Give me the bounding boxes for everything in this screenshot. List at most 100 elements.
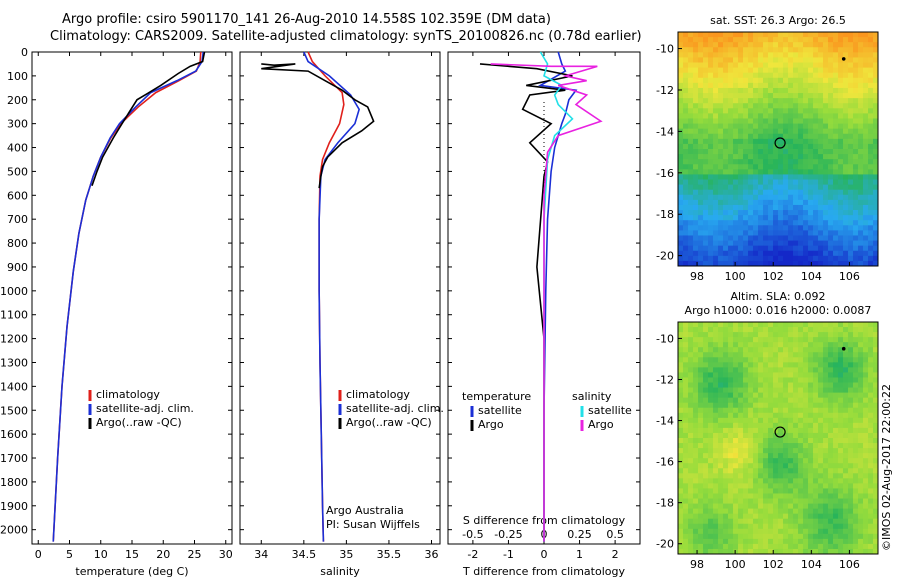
- map-cell: [808, 260, 814, 267]
- map-cell: [708, 72, 714, 79]
- map-cell: [743, 37, 749, 43]
- map-cell: [703, 260, 709, 267]
- map-cell: [828, 47, 834, 53]
- map-cell: [708, 82, 714, 89]
- map-cell: [853, 498, 859, 504]
- map-cell: [678, 113, 684, 119]
- map-cell: [773, 98, 779, 104]
- map-cell: [853, 154, 859, 160]
- map-cell: [843, 458, 849, 464]
- map-cell: [868, 453, 874, 459]
- map-cell: [688, 332, 694, 338]
- map-cell: [693, 362, 699, 368]
- map-cell: [733, 87, 739, 94]
- map-cell: [688, 194, 694, 201]
- map-cell: [678, 382, 684, 388]
- map-cell: [678, 488, 684, 494]
- map-cell: [833, 488, 839, 494]
- map-cell: [813, 468, 819, 474]
- map-cell: [843, 108, 849, 114]
- map-cell: [743, 377, 749, 383]
- difference-xtick-label: -2: [467, 548, 478, 561]
- map-cell: [728, 87, 734, 94]
- map-cell: [708, 113, 714, 119]
- map-cell: [678, 250, 684, 257]
- map-cell: [843, 417, 849, 424]
- map-cell: [748, 154, 754, 160]
- map-cell: [763, 483, 769, 489]
- map-cell: [868, 543, 874, 550]
- map-cell: [713, 199, 719, 206]
- map-cell: [718, 230, 724, 236]
- map-cell: [688, 468, 694, 474]
- map-cell: [703, 483, 709, 489]
- map-cell: [873, 42, 879, 48]
- map-cell: [783, 357, 789, 363]
- map-cell: [778, 518, 784, 525]
- map-cell: [723, 533, 729, 540]
- map-cell: [833, 443, 839, 449]
- map-cell: [808, 42, 814, 48]
- map-cell: [718, 225, 724, 231]
- map-cell: [723, 128, 729, 135]
- map-cell: [768, 448, 774, 454]
- map-cell: [773, 432, 779, 439]
- map-cell: [873, 508, 879, 515]
- map-cell: [798, 402, 804, 409]
- map-cell: [758, 498, 764, 504]
- map-cell: [863, 143, 869, 150]
- map-cell: [813, 448, 819, 454]
- map-cell: [763, 357, 769, 363]
- map-cell: [868, 67, 874, 74]
- map-cell: [783, 448, 789, 454]
- map-cell: [728, 513, 734, 520]
- map-cell: [728, 42, 734, 48]
- map-cell: [748, 327, 754, 333]
- map-cell: [768, 443, 774, 449]
- map-cell: [698, 332, 704, 338]
- map-cell: [708, 417, 714, 424]
- map-cell: [718, 118, 724, 124]
- map-cell: [763, 332, 769, 338]
- map-cell: [733, 225, 739, 231]
- map-cell: [688, 342, 694, 348]
- map-cell: [803, 387, 809, 394]
- map-cell: [708, 123, 714, 130]
- map-cell: [813, 260, 819, 267]
- map-cell: [748, 362, 754, 368]
- map-cell: [773, 397, 779, 404]
- map-cell: [778, 174, 784, 180]
- map-cell: [688, 543, 694, 550]
- map-cell: [843, 513, 849, 520]
- map-cell: [858, 72, 864, 79]
- map-cell: [868, 382, 874, 388]
- map-cell: [863, 118, 869, 124]
- map-cell: [683, 543, 689, 550]
- map-cell: [778, 204, 784, 211]
- map-cell: [678, 548, 684, 555]
- map-cell: [748, 143, 754, 150]
- map-cell: [698, 322, 704, 328]
- map-cell: [863, 174, 869, 180]
- map-cell: [758, 337, 764, 343]
- map-cell: [783, 72, 789, 79]
- map-cell: [868, 108, 874, 114]
- map-cell: [863, 52, 869, 58]
- map-cell: [843, 47, 849, 53]
- map-cell: [698, 357, 704, 363]
- map-cell: [748, 220, 754, 226]
- map-cell: [688, 133, 694, 140]
- map-cell: [703, 164, 709, 170]
- map-cell: [728, 453, 734, 459]
- map-cell: [793, 174, 799, 180]
- map-cell: [833, 397, 839, 404]
- map-cell: [773, 468, 779, 474]
- map-cell: [813, 427, 819, 434]
- map-cell: [708, 342, 714, 348]
- salinity-diff-tick-label: 0.25: [567, 528, 592, 541]
- map-cell: [678, 367, 684, 373]
- map-cell: [733, 164, 739, 170]
- map-cell: [738, 377, 744, 383]
- map-cell: [833, 37, 839, 43]
- map-cell: [823, 458, 829, 464]
